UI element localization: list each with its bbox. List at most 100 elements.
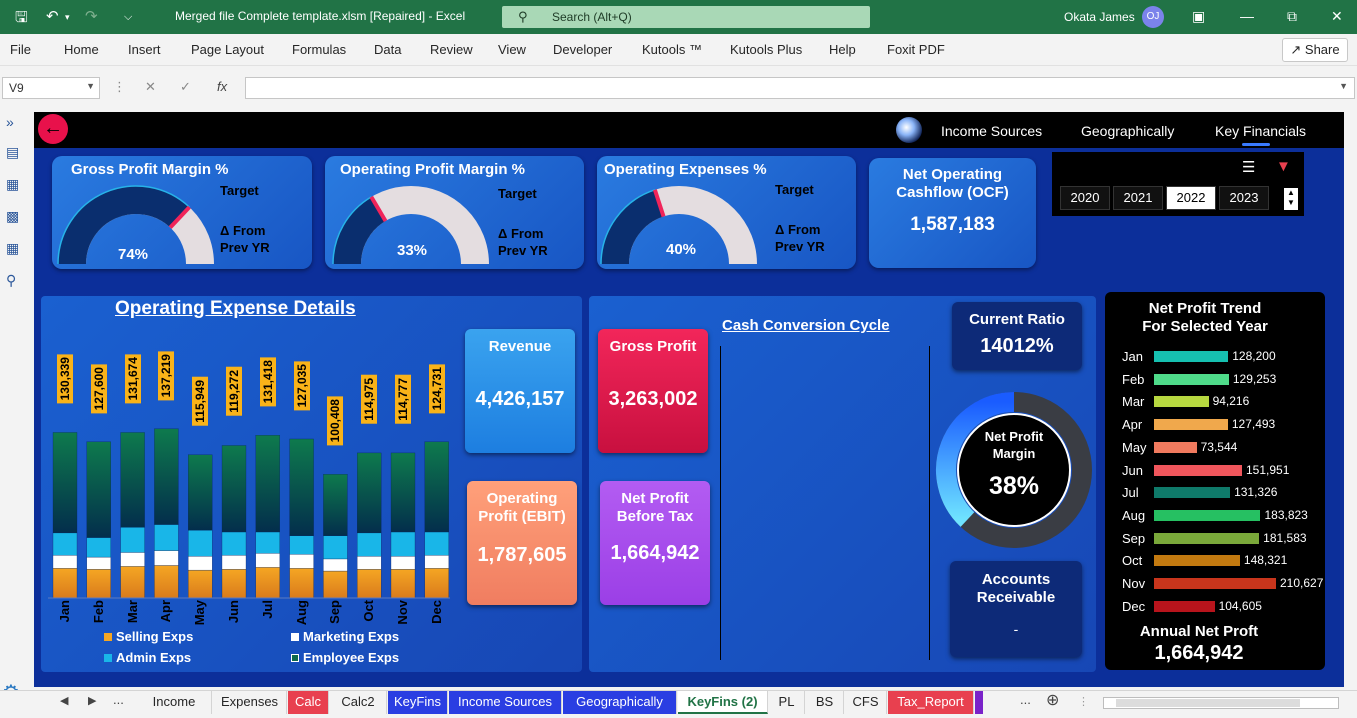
cancel-icon[interactable]: ✕ xyxy=(145,79,156,94)
menu-developer[interactable]: Developer xyxy=(553,42,613,57)
menu-help[interactable]: Help xyxy=(829,42,856,57)
menu-insert[interactable]: Insert xyxy=(128,42,161,57)
nav-key-financials[interactable]: Key Financials xyxy=(1215,123,1307,139)
bar-total-label: 130,339 xyxy=(57,354,73,404)
minimize-icon[interactable]: — xyxy=(1240,8,1254,24)
close-icon[interactable]: ✕ xyxy=(1331,8,1343,24)
sheet-tab[interactable]: Tax_Report xyxy=(888,691,974,714)
grid-icon[interactable]: ▦ xyxy=(6,240,20,256)
sheet-tab[interactable]: KeyFins (2) xyxy=(678,691,768,714)
bar-total-label: 115,949 xyxy=(192,376,209,426)
menu-page-layout[interactable]: Page Layout xyxy=(191,42,265,57)
kpi-gauge xyxy=(332,186,489,265)
bar-segment-admin-exps xyxy=(424,531,449,556)
bar-total-label: 131,418 xyxy=(259,357,276,407)
year-button-2020[interactable]: 2020 xyxy=(1060,186,1110,210)
navigation-icon[interactable]: ▤ xyxy=(6,144,20,160)
restore-icon[interactable]: ⧉ xyxy=(1287,8,1297,24)
kpi-gauge xyxy=(57,185,214,265)
menu-home[interactable]: Home xyxy=(64,42,99,57)
donut-fill xyxy=(936,392,1015,527)
avatar[interactable]: OJ xyxy=(1142,6,1164,28)
x-tick-label: Dec xyxy=(428,600,444,624)
menu-formulas[interactable]: Formulas xyxy=(292,42,347,57)
bar-segment-selling-exps xyxy=(255,567,280,599)
npt-row: Nov 210,627 xyxy=(1105,576,1325,592)
share-button[interactable]: ↗ Share xyxy=(1282,38,1348,62)
save-icon[interactable]: 🖫 xyxy=(15,9,28,26)
name-box[interactable]: V9 ▼ xyxy=(2,77,100,99)
formula-input[interactable]: ▼ xyxy=(245,77,1355,99)
more-sheets-right-icon[interactable]: ... xyxy=(1020,692,1031,707)
kpi-target-label: Target xyxy=(220,183,259,198)
prev-sheet-icon[interactable]: ◀ xyxy=(60,695,69,707)
ribbon-display-icon[interactable]: ▣ xyxy=(1192,8,1206,24)
npt-row: Jun 151,951 xyxy=(1105,463,1325,479)
more-sheets-left-icon[interactable]: ... xyxy=(113,692,124,707)
bar-segment-marketing-exps xyxy=(390,555,416,570)
bar-segment-employee-exps xyxy=(357,452,382,534)
globe-icon[interactable] xyxy=(896,117,922,143)
sheet-tab[interactable]: Calc2 xyxy=(330,691,387,714)
bar-segment-marketing-exps xyxy=(255,553,280,568)
next-sheet-icon[interactable]: ▶ xyxy=(88,695,97,707)
insert-function-icon[interactable]: fx xyxy=(217,79,228,94)
sheet-tab[interactable]: Geographically xyxy=(563,691,677,714)
find-icon[interactable]: ⚲ xyxy=(6,272,17,288)
sheet-tab[interactable]: Expenses xyxy=(213,691,287,714)
slicer-scroll[interactable]: ▲ ▼ xyxy=(1284,188,1298,210)
scroll-thumb[interactable] xyxy=(1116,699,1300,707)
menu-foxit-pdf[interactable]: Foxit PDF xyxy=(887,42,945,57)
sheet-tab[interactable]: BS xyxy=(806,691,844,714)
menu-view[interactable]: View xyxy=(498,42,526,57)
npt-month-label: Mar xyxy=(1122,394,1145,410)
menu-kutools[interactable]: Kutools ™ xyxy=(642,42,702,57)
add-sheet-icon[interactable]: ⊕ xyxy=(1046,692,1060,709)
menu-review[interactable]: Review xyxy=(430,42,473,57)
menu-kutools-plus[interactable]: Kutools Plus xyxy=(730,42,803,57)
sheet-tab[interactable]: Income Sources xyxy=(449,691,562,714)
menu-data[interactable]: Data xyxy=(374,42,402,57)
nav-geographically[interactable]: Geographically xyxy=(1081,123,1175,139)
x-tick-label: Jun xyxy=(226,600,241,624)
legend-swatch xyxy=(104,654,112,662)
sheet-tab-partial[interactable] xyxy=(975,691,983,714)
npt-bar xyxy=(1154,396,1209,408)
customize-qat-icon[interactable]: ⌵ xyxy=(124,11,133,23)
bar-segment-selling-exps xyxy=(424,568,449,599)
nav-income-sources[interactable]: Income Sources xyxy=(941,123,1043,139)
multi-select-icon[interactable]: ☰ xyxy=(1242,159,1256,176)
clear-filter-icon[interactable]: ▼ xyxy=(1276,158,1291,175)
opex-title: Operating Expense Details xyxy=(115,298,356,319)
horizontal-scrollbar[interactable] xyxy=(1103,697,1339,709)
undo-icon[interactable]: ↶ xyxy=(46,8,59,25)
expand-formula-icon[interactable]: ▼ xyxy=(1339,81,1348,91)
enter-icon[interactable]: ✓ xyxy=(180,79,191,94)
expand-pane-icon[interactable]: » xyxy=(6,114,14,130)
sheet-tab[interactable]: Income xyxy=(137,691,212,714)
search-box[interactable]: ⚲ Search (Alt+Q) xyxy=(502,6,870,28)
npt-month-label: Oct xyxy=(1122,553,1143,569)
sheet-tab[interactable]: Calc xyxy=(288,691,329,714)
year-button-2022[interactable]: 2022 xyxy=(1166,186,1216,210)
back-arrow-icon[interactable]: ← xyxy=(38,114,68,144)
bar-segment-selling-exps xyxy=(289,568,314,599)
year-button-2021[interactable]: 2021 xyxy=(1113,186,1163,210)
tab-split-icon[interactable]: ⋮ xyxy=(1078,696,1089,708)
sheet-tab[interactable]: PL xyxy=(769,691,805,714)
undo-dropdown-icon[interactable]: ▾ xyxy=(65,12,70,22)
npm-title: Net Profit Margin xyxy=(984,429,1044,461)
workbook-icon[interactable]: ▦ xyxy=(6,176,20,192)
bar-segment-selling-exps xyxy=(390,569,416,599)
user-name[interactable]: Okata James xyxy=(1064,10,1135,24)
sheet-tab[interactable]: CFS xyxy=(845,691,887,714)
accounts-receivable-tile: Accounts Receivable - xyxy=(950,561,1082,657)
npt-bar xyxy=(1154,555,1240,567)
gross-profit-title: Gross Profit xyxy=(609,338,697,355)
year-button-2023[interactable]: 2023 xyxy=(1219,186,1269,210)
report-icon[interactable]: ▩ xyxy=(6,208,20,224)
gauge-fill xyxy=(333,196,387,265)
menu-file[interactable]: File xyxy=(10,42,31,57)
sheet-tab[interactable]: KeyFins xyxy=(388,691,448,714)
redo-icon[interactable]: ↷ xyxy=(85,8,98,25)
